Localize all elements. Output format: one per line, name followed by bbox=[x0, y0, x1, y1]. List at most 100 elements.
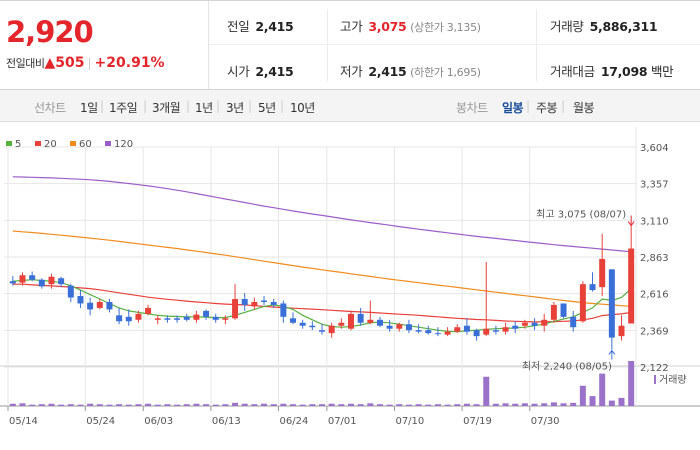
ma-120-line bbox=[12, 176, 632, 253]
volume-bar bbox=[541, 403, 548, 406]
current-price: 2,920 bbox=[6, 15, 94, 49]
volume-bar bbox=[309, 404, 316, 406]
tab-line-3m[interactable]: 3개월 bbox=[152, 101, 181, 115]
volume-bar bbox=[319, 404, 325, 406]
prev-close: 전일 2,415 bbox=[227, 19, 294, 34]
candle-body bbox=[473, 330, 480, 337]
volume: 거래량 5,886,311 bbox=[550, 19, 658, 34]
ma-5-line bbox=[12, 279, 632, 333]
volume-bar bbox=[425, 404, 432, 406]
x-tick-label: 06/13 bbox=[212, 416, 241, 427]
tab-line-1y[interactable]: 1년 bbox=[195, 101, 213, 115]
volume-bar bbox=[96, 404, 103, 406]
tab-candle-daily[interactable]: 일봉 bbox=[502, 101, 524, 115]
volume-bar bbox=[174, 404, 181, 406]
x-tick-label: 06/24 bbox=[280, 416, 309, 427]
candle-body bbox=[241, 299, 248, 305]
quote-summary: 2,920 전일대비▲505 | +20.91% 전일 2,415 시가 2,415 고… bbox=[0, 0, 700, 90]
y-tick-label: 3,110 bbox=[640, 216, 669, 227]
volume-bar bbox=[483, 376, 490, 406]
candle-body bbox=[386, 325, 393, 329]
volume-bar bbox=[116, 404, 123, 406]
candle-body bbox=[347, 313, 354, 329]
volume-bar bbox=[241, 403, 248, 406]
volume-bar bbox=[521, 403, 528, 406]
volume-bar bbox=[212, 404, 219, 406]
volume-bar bbox=[502, 403, 509, 406]
high-arrow-head bbox=[627, 221, 635, 227]
candle-body bbox=[38, 279, 45, 287]
y-tick-label: 3,604 bbox=[640, 143, 669, 154]
candle-body bbox=[232, 299, 239, 319]
candle-body bbox=[270, 301, 277, 305]
volume-bar bbox=[164, 404, 171, 406]
ma-60-line bbox=[12, 230, 632, 307]
candle-body bbox=[48, 276, 55, 285]
candle-body bbox=[531, 322, 538, 326]
tab-candle-monthly[interactable]: 월봉 bbox=[573, 101, 595, 115]
volume-bar bbox=[251, 404, 258, 406]
candle-body bbox=[67, 285, 74, 298]
candle-body bbox=[328, 325, 335, 334]
tab-line-5y[interactable]: 5년 bbox=[258, 101, 276, 115]
volume-bar bbox=[560, 403, 567, 406]
volume-bar bbox=[492, 403, 499, 406]
candle-body bbox=[512, 325, 519, 329]
candlestick-chart: 2,122 2,369 2,616 2,863 3,110 3,357 3,604 05/14… bbox=[0, 121, 700, 450]
up-arrow-icon: ▲ bbox=[44, 55, 56, 71]
volume-bar bbox=[444, 404, 451, 406]
volume-bar bbox=[125, 404, 132, 406]
candle-body bbox=[444, 331, 451, 335]
candle-body bbox=[125, 316, 132, 322]
candle-body bbox=[251, 301, 258, 307]
x-tick-label: 07/01 bbox=[328, 416, 357, 427]
legend-label: 20 bbox=[44, 139, 57, 150]
volume-bar bbox=[570, 402, 577, 406]
volume-bar bbox=[58, 404, 65, 406]
candle-body bbox=[618, 325, 625, 337]
tab-line-1w[interactable]: 1주일 bbox=[109, 101, 138, 115]
volume-bar bbox=[608, 400, 615, 406]
volume-bar bbox=[145, 403, 152, 406]
candle-body bbox=[77, 296, 84, 304]
tab-line-10y[interactable]: 10년 bbox=[290, 101, 315, 115]
volume-bar bbox=[618, 397, 625, 406]
volume-bar bbox=[531, 403, 538, 406]
candle-body bbox=[579, 284, 586, 322]
trade-amount: 거래대금 17,098 백만 bbox=[550, 64, 674, 79]
volume-bar bbox=[183, 404, 190, 406]
candle-body bbox=[425, 330, 432, 334]
candle-body bbox=[628, 248, 635, 324]
volume-bar bbox=[405, 404, 412, 406]
tab-line-3y[interactable]: 3년 bbox=[226, 101, 244, 115]
tab-line-1d[interactable]: 1일 bbox=[80, 101, 98, 115]
candle-body bbox=[212, 316, 219, 320]
candle-body bbox=[521, 322, 528, 326]
x-tick-label: 07/10 bbox=[395, 416, 424, 427]
price-box: 2,920 전일대비▲505 | +20.91% bbox=[0, 1, 209, 89]
candle-body bbox=[608, 269, 615, 338]
candle-body bbox=[280, 303, 287, 317]
candle-body bbox=[222, 318, 229, 320]
x-tick-label: 07/19 bbox=[463, 416, 492, 427]
candle-body bbox=[338, 322, 345, 326]
volume-bar bbox=[290, 404, 297, 406]
legend-swatch bbox=[70, 141, 76, 146]
low-annotation: 최저 2,240 (08/05) bbox=[522, 360, 612, 372]
candle-body bbox=[9, 281, 16, 284]
candle-body bbox=[106, 301, 113, 310]
chart-canvas: 2,122 2,369 2,616 2,863 3,110 3,357 3,604 05/14… bbox=[0, 127, 700, 427]
candle-body bbox=[502, 327, 509, 332]
candle-body bbox=[164, 318, 171, 320]
chart-period-tabs: 선차트 1일 | 1주일 | 3개월 | 1년 | 3년 | 5년 | 10년 … bbox=[0, 90, 700, 122]
candle-body bbox=[434, 333, 441, 335]
candle-body bbox=[193, 314, 200, 320]
volume-bar bbox=[347, 403, 354, 406]
candle-chart-label: 봉차트 bbox=[456, 101, 488, 115]
volume-bar bbox=[376, 404, 383, 406]
tab-candle-weekly[interactable]: 주봉 bbox=[536, 101, 558, 115]
volume-bar bbox=[19, 403, 26, 406]
candle-body bbox=[319, 330, 325, 332]
candle-body bbox=[483, 328, 490, 335]
legend-label: 60 bbox=[79, 139, 92, 150]
